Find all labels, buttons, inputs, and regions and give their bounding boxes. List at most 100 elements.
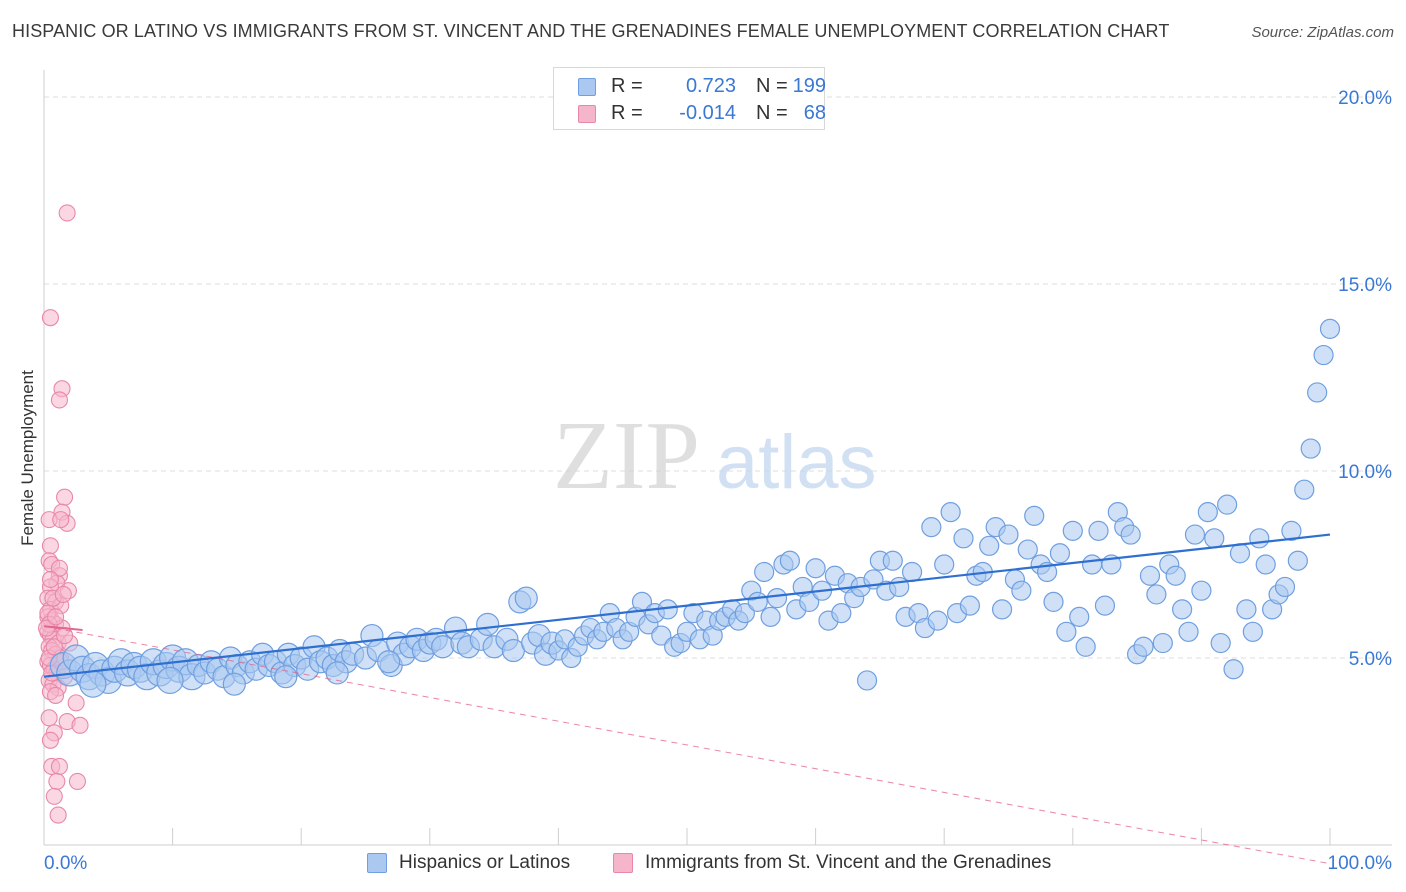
trend-lines bbox=[43, 533, 1331, 865]
data-point-hispanic bbox=[1049, 543, 1071, 564]
legend-r-value: -0.014 bbox=[679, 102, 736, 124]
data-point-hispanic bbox=[805, 558, 826, 579]
data-point-hispanic bbox=[953, 528, 974, 549]
chart-title: HISPANIC OR LATINO VS IMMIGRANTS FROM ST… bbox=[12, 21, 1170, 41]
y-tick-labels: 5.0% 10.0% 15.0% 20.0% bbox=[1338, 88, 1392, 670]
data-point-hispanic bbox=[1011, 580, 1032, 601]
data-point-hispanic bbox=[79, 670, 107, 698]
data-point-stvincent bbox=[41, 309, 59, 327]
gridlines bbox=[44, 96, 1392, 659]
data-point-hispanic bbox=[734, 603, 755, 624]
data-point-hispanic bbox=[1139, 565, 1161, 586]
data-point-stvincent bbox=[58, 204, 76, 222]
y-tick-label: 15.0% bbox=[1338, 275, 1392, 296]
pink-points bbox=[38, 204, 89, 824]
data-point-hispanic bbox=[1287, 550, 1308, 571]
data-point-hispanic bbox=[1178, 621, 1199, 642]
data-point-hispanic bbox=[1313, 344, 1334, 366]
data-point-stvincent bbox=[67, 694, 85, 712]
data-point-stvincent bbox=[50, 757, 68, 776]
legend-n-label: N = bbox=[756, 75, 788, 97]
data-point-stvincent bbox=[50, 391, 68, 409]
data-point-hispanic bbox=[754, 561, 775, 583]
data-point-hispanic bbox=[222, 672, 246, 696]
trendline-stvincent bbox=[43, 625, 83, 631]
data-point-hispanic bbox=[1236, 599, 1257, 620]
data-point-stvincent bbox=[68, 772, 86, 790]
data-point-hispanic bbox=[1165, 565, 1186, 586]
legend-n-value: 68 bbox=[803, 102, 826, 124]
data-point-hispanic bbox=[1017, 539, 1038, 560]
data-point-hispanic bbox=[934, 554, 955, 575]
data-point-stvincent bbox=[40, 709, 58, 727]
data-point-hispanic bbox=[998, 524, 1019, 545]
data-point-stvincent bbox=[56, 488, 74, 506]
data-point-stvincent bbox=[54, 585, 72, 603]
data-point-hispanic bbox=[1081, 554, 1103, 575]
y-tick-label: 10.0% bbox=[1338, 462, 1392, 483]
legend-swatch-blue bbox=[578, 78, 596, 96]
data-point-hispanic bbox=[1133, 636, 1154, 657]
data-point-hispanic bbox=[325, 661, 349, 685]
data-point-hispanic bbox=[377, 650, 401, 674]
data-point-hispanic bbox=[921, 516, 942, 538]
data-point-hispanic bbox=[1024, 505, 1045, 526]
data-point-hispanic bbox=[1294, 479, 1315, 500]
legend-r-label: R = bbox=[611, 75, 643, 97]
legend-label-hispanic: Hispanics or Latinos bbox=[399, 852, 571, 873]
data-point-stvincent bbox=[52, 511, 70, 529]
data-point-hispanic bbox=[1043, 591, 1064, 613]
data-point-hispanic bbox=[856, 670, 878, 691]
watermark: ZIP atlas bbox=[553, 402, 877, 510]
data-point-hispanic bbox=[1319, 318, 1341, 339]
correlation-legend: R = 0.723 N = 199 R = -0.014 N = 68 bbox=[553, 67, 826, 130]
data-point-hispanic bbox=[1217, 494, 1238, 515]
legend-swatch-pink bbox=[578, 105, 596, 123]
data-point-hispanic bbox=[1120, 524, 1141, 545]
data-point-hispanic bbox=[959, 595, 981, 616]
data-point-hispanic bbox=[1281, 520, 1302, 541]
source-label: Source: ZipAtlas.com bbox=[1251, 24, 1394, 41]
data-point-hispanic bbox=[927, 610, 948, 631]
legend-r-value: 0.723 bbox=[685, 75, 736, 97]
data-point-hispanic bbox=[514, 586, 538, 610]
x-tick-label: 100.0% bbox=[1328, 853, 1393, 874]
legend-swatch-pink bbox=[613, 853, 633, 873]
blue-points bbox=[49, 318, 1341, 698]
data-point-hispanic bbox=[1210, 632, 1231, 654]
data-point-hispanic bbox=[766, 588, 788, 609]
data-point-stvincent bbox=[41, 537, 59, 555]
data-point-hispanic bbox=[760, 606, 781, 627]
data-point-hispanic bbox=[1152, 632, 1173, 654]
data-point-hispanic bbox=[1069, 606, 1090, 627]
legend-label-stvincent: Immigrants from St. Vincent and the Gren… bbox=[645, 852, 1052, 873]
data-point-stvincent bbox=[49, 806, 67, 824]
data-point-stvincent bbox=[41, 731, 59, 749]
data-point-stvincent bbox=[50, 559, 68, 577]
data-point-hispanic bbox=[747, 591, 768, 613]
data-point-hispanic bbox=[1249, 528, 1270, 549]
y-tick-label: 20.0% bbox=[1338, 88, 1392, 109]
data-point-hispanic bbox=[156, 666, 184, 695]
data-point-hispanic bbox=[1300, 438, 1321, 459]
data-point-hispanic bbox=[1184, 524, 1206, 545]
data-point-hispanic bbox=[1242, 621, 1263, 642]
data-point-hispanic bbox=[991, 599, 1013, 620]
data-point-stvincent bbox=[56, 627, 74, 645]
data-point-hispanic bbox=[274, 665, 298, 689]
legend-n-label: N = bbox=[756, 102, 788, 124]
data-point-hispanic bbox=[1191, 580, 1212, 601]
data-point-hispanic bbox=[1172, 599, 1193, 620]
legend-n-value: 199 bbox=[792, 75, 826, 97]
trendline-hispanic bbox=[43, 533, 1331, 678]
data-point-stvincent bbox=[47, 608, 65, 626]
data-point-stvincent bbox=[41, 570, 59, 589]
data-point-hispanic bbox=[1146, 584, 1167, 605]
data-point-hispanic bbox=[1088, 520, 1109, 541]
data-point-hispanic bbox=[889, 576, 910, 598]
data-point-hispanic bbox=[1094, 595, 1116, 616]
data-point-stvincent bbox=[45, 787, 63, 805]
x-tick-label: 0.0% bbox=[44, 853, 87, 874]
data-point-hispanic bbox=[779, 550, 800, 571]
